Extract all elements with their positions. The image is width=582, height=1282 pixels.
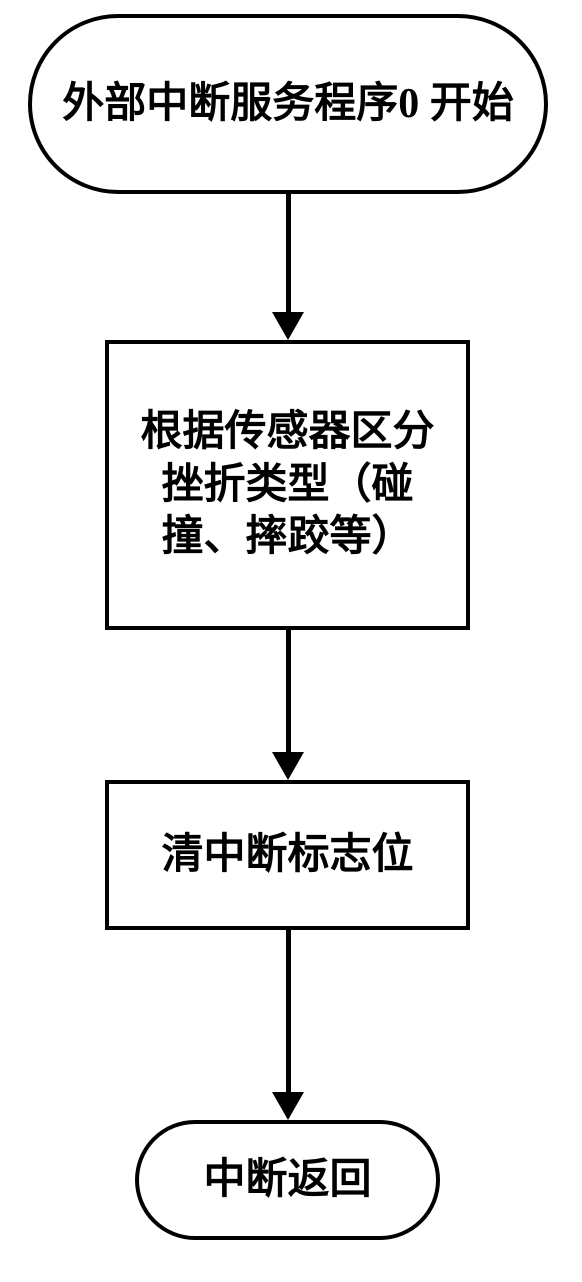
- edge-classify-clear-line: [286, 630, 291, 752]
- node-start-text: 外部中断服务程序0 开始: [62, 78, 514, 131]
- node-classify: 根据传感器区分挫折类型（碰撞、摔跤等）: [105, 340, 470, 630]
- flowchart-container: 外部中断服务程序0 开始 根据传感器区分挫折类型（碰撞、摔跤等） 清中断标志位 …: [0, 0, 582, 1282]
- node-end: 中断返回: [135, 1120, 440, 1240]
- edge-clear-end-head: [272, 1092, 304, 1120]
- node-start: 外部中断服务程序0 开始: [28, 14, 548, 194]
- edge-clear-end-line: [286, 930, 291, 1092]
- edge-start-classify-head: [272, 312, 304, 340]
- node-end-text: 中断返回: [203, 1154, 371, 1207]
- edge-start-classify-line: [286, 194, 291, 314]
- node-clear-flag: 清中断标志位: [105, 780, 470, 930]
- node-classify-text: 根据传感器区分挫折类型（碰撞、摔跤等）: [125, 406, 450, 564]
- edge-classify-clear-head: [272, 752, 304, 780]
- node-clear-flag-text: 清中断标志位: [161, 829, 413, 882]
